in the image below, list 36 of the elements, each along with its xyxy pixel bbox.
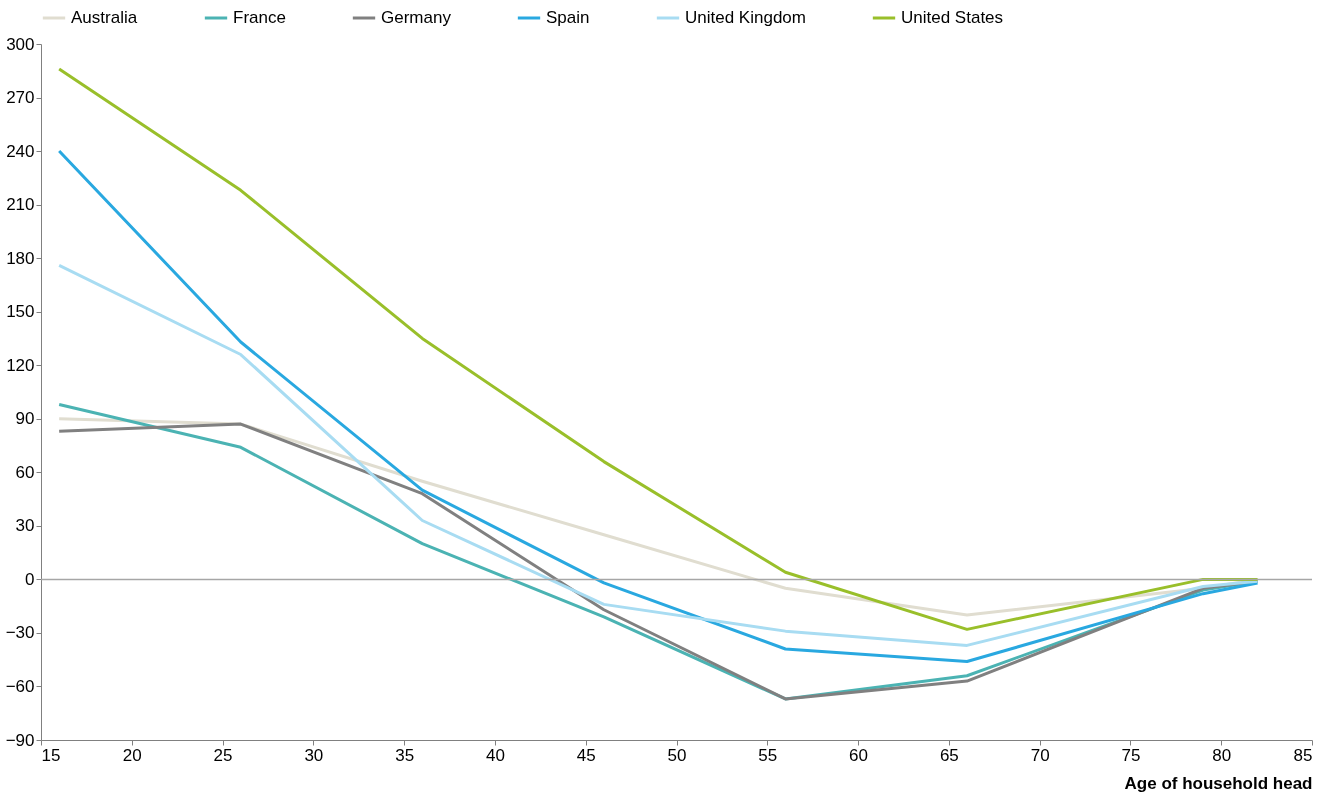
y-tick-label: 60 (15, 462, 35, 482)
y-tick-label: −90 (5, 730, 35, 750)
x-tick-label: 55 (758, 745, 778, 765)
legend-label: United Kingdom (685, 8, 806, 27)
x-tick-label: 80 (1212, 745, 1232, 765)
y-tick-label: 0 (25, 569, 35, 589)
y-tick-label: −60 (5, 676, 35, 696)
legend-label: Spain (546, 8, 590, 27)
x-tick-label: 35 (395, 745, 415, 765)
y-tick-label: 120 (6, 355, 35, 375)
x-tick-label: 15 (41, 745, 61, 765)
x-tick-label: 60 (849, 745, 869, 765)
y-tick-label: −30 (5, 623, 35, 643)
x-tick-label: 85 (1293, 745, 1313, 765)
x-tick-label: 65 (939, 745, 959, 765)
legend-label: Germany (381, 8, 452, 27)
y-tick-label: 90 (15, 409, 35, 429)
x-tick-label: 20 (122, 745, 142, 765)
y-tick-label: 270 (6, 88, 35, 108)
x-tick-label: 50 (667, 745, 687, 765)
x-tick-label: 45 (576, 745, 596, 765)
y-tick-label: 30 (15, 516, 35, 536)
x-tick-label: 75 (1121, 745, 1141, 765)
x-tick-label: 30 (304, 745, 324, 765)
x-tick-label: 40 (485, 745, 505, 765)
legend-label: France (233, 8, 286, 27)
x-axis-title: Age of household head (1124, 773, 1313, 793)
y-tick-label: 240 (6, 141, 35, 161)
legend-label: United States (901, 8, 1004, 27)
y-tick-label: 210 (6, 195, 35, 215)
x-tick-label: 25 (213, 745, 233, 765)
legend-label: Australia (71, 8, 138, 27)
x-tick-label: 70 (1030, 745, 1050, 765)
y-tick-label: 150 (6, 302, 35, 322)
y-tick-label: 180 (6, 248, 35, 268)
y-tick-label: 300 (6, 34, 35, 54)
